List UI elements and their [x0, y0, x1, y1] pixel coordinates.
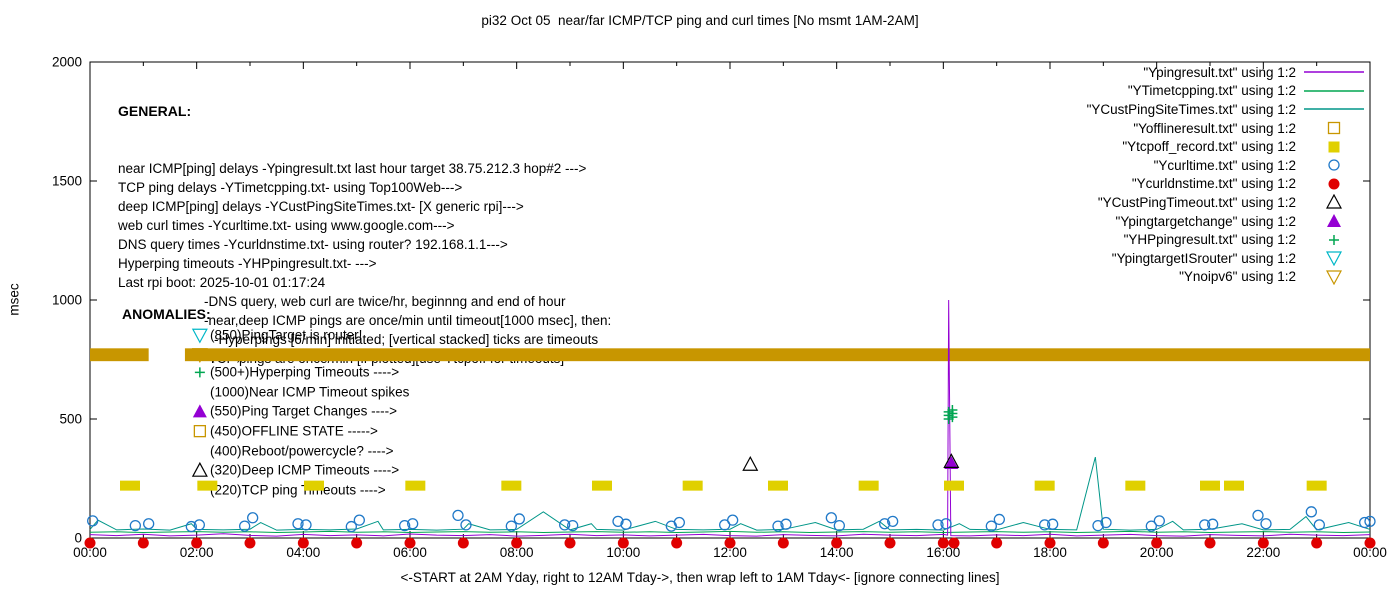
y-tick-label: 2000 [52, 55, 82, 70]
line-icon [1304, 71, 1364, 74]
general-line: -Hyperpings [6/min] initiated; [vertical… [214, 332, 599, 347]
general-line: Last rpi boot: 2025-10-01 01:17:24 [118, 275, 326, 290]
anomaly-label: (450)OFFLINE STATE -----> [210, 423, 378, 439]
x-tick-label: 00:00 [73, 545, 107, 560]
series-YCustPingSiteTimes.txt [89, 456, 1371, 531]
y-tick-label: 1500 [52, 174, 82, 189]
x-tick-label: 02:00 [180, 545, 214, 560]
legend-label: "Yofflineresult.txt" using 1:2 [1133, 120, 1296, 136]
legend-item: "YCustPingTimeout.txt" using 1:2 [1087, 193, 1366, 212]
series-YHPpingresult.txt [943, 404, 958, 424]
series-Ycurldnstime.txt [84, 537, 1376, 549]
general-line: near ICMP[ping] delays -Ypingresult.txt … [118, 161, 587, 176]
general-line: TCP ping delays -YTimetcpping.txt- using… [118, 180, 463, 195]
series-Ypingtargetchange [944, 456, 959, 470]
series-YTimetcpping.txt [89, 530, 1371, 534]
legend-item: "YpingtargetISrouter" using 1:2 [1087, 249, 1366, 268]
anomaly-label: (850)PingTarget is router! [210, 327, 363, 343]
general-lines: near ICMP[ping] delays -Ypingresult.txt … [118, 159, 611, 368]
legend-item: "Yofflineresult.txt" using 1:2 [1087, 119, 1366, 138]
y-tick-label: 500 [59, 412, 82, 427]
y-tick-label: 0 [74, 531, 82, 546]
legend-label: "YpingtargetISrouter" using 1:2 [1111, 250, 1296, 266]
anomaly-label: (550)Ping Target Changes ----> [210, 403, 397, 419]
plus-icon [1329, 234, 1339, 245]
legend-item: "YHPpingresult.txt" using 1:2 [1087, 230, 1366, 249]
legend-item: "Ypingtargetchange" using 1:2 [1087, 212, 1366, 231]
legend-item: "Ytcpoff_record.txt" using 1:2 [1087, 137, 1366, 156]
anomalies-header: ANOMALIES: [122, 306, 211, 322]
square-filled-icon [1328, 141, 1340, 153]
general-line: -near,deep ICMP pings are once/min until… [204, 313, 612, 328]
series-YCustPingTimeout.txt [742, 453, 960, 471]
series-Ypingresult.txt [89, 299, 1371, 537]
legend-label: "Ypingresult.txt" using 1:2 [1143, 64, 1296, 80]
legend-item: "Ycurldnstime.txt" using 1:2 [1087, 175, 1366, 194]
anomaly-icons [191, 328, 208, 477]
x-tick-label: 22:00 [1246, 545, 1280, 560]
general-line: DNS query times -Ycurldnstime.txt- using… [118, 237, 508, 252]
triangle-up-open-icon [1325, 194, 1343, 210]
legend-item: "Ycurltime.txt" using 1:2 [1087, 156, 1366, 175]
legend-item: "YTimetcpping.txt" using 1:2 [1087, 82, 1366, 101]
x-tick-label: 20:00 [1140, 545, 1174, 560]
y-tick-label: 1000 [52, 293, 82, 308]
x-tick-label: 08:00 [500, 545, 534, 560]
x-tick-label: 10:00 [606, 545, 640, 560]
anomaly-label: (1000)Near ICMP Timeout spikes [210, 384, 410, 400]
line-icon [1304, 90, 1364, 92]
general-line: web curl times -Ycurltime.txt- using www… [118, 218, 455, 233]
chart-title: pi32 Oct 05 near/far ICMP/TCP ping and c… [481, 13, 919, 28]
line-icon [1304, 108, 1364, 111]
x-tick-label: 00:00 [1353, 545, 1387, 560]
x-tick-label: 14:00 [820, 545, 854, 560]
anomaly-label: (320)Deep ICMP Timeouts ----> [210, 462, 400, 478]
triangle-down-open-icon [1325, 270, 1343, 285]
anomaly-label: (500+)Hyperping Timeouts ----> [210, 364, 400, 380]
legend-item: "Ynoipv6" using 1:2 [1087, 268, 1366, 287]
axes: 0 500 1000 1500 2000 00:00 02:00 04:00 06:00 08:0… [52, 55, 1387, 561]
legend-label: "Ynoipv6" using 1:2 [1179, 269, 1296, 285]
legend: "Ypingresult.txt" using 1:2 "YTimetcpping… [1087, 63, 1366, 286]
square-open-icon [1327, 121, 1341, 135]
x-axis-note: <-START at 2AM Yday, right to 12AM Tday-… [400, 570, 1000, 585]
legend-item: "YCustPingSiteTimes.txt" using 1:2 [1087, 100, 1366, 119]
circle-filled-icon [1328, 178, 1340, 190]
general-line: Hyperping timeouts -YHPpingresult.txt- -… [118, 256, 377, 271]
series-Ynoipv6 [90, 348, 1370, 362]
triangle-down-open-icon [1325, 251, 1343, 267]
x-tick-label: 06:00 [393, 545, 427, 560]
triangle-up-filled-icon [1327, 214, 1341, 228]
x-tick-label: 16:00 [926, 545, 960, 560]
circle-open-icon [1328, 159, 1340, 171]
legend-label: "YHPpingresult.txt" using 1:2 [1123, 232, 1296, 248]
x-tick-label: 12:00 [713, 545, 747, 560]
legend-label: "YCustPingSiteTimes.txt" using 1:2 [1086, 101, 1296, 117]
legend-label: "Ypingtargetchange" using 1:2 [1115, 213, 1296, 229]
legend-label: "YTimetcpping.txt" using 1:2 [1127, 83, 1296, 99]
legend-label: "Ycurldnstime.txt" using 1:2 [1131, 176, 1296, 192]
legend-label: "YCustPingTimeout.txt" using 1:2 [1097, 194, 1296, 210]
general-header: GENERAL: [118, 103, 192, 119]
series-Ycurltime.txt [87, 506, 1376, 533]
general-block: GENERAL: near ICMP[ping] delays -Ypingre… [118, 64, 611, 406]
legend-label: "Ycurltime.txt" using 1:2 [1153, 157, 1296, 173]
legend-item: "Ypingresult.txt" using 1:2 [1087, 63, 1366, 82]
general-line: deep ICMP[ping] delays -YCustPingSiteTim… [118, 199, 524, 214]
general-line: -DNS query, web curl are twice/hr, begin… [204, 294, 566, 309]
legend-label: "Ytcpoff_record.txt" using 1:2 [1122, 139, 1296, 155]
anomaly-label: (400)Reboot/powercycle? ----> [210, 443, 394, 459]
x-tick-label: 04:00 [286, 545, 320, 560]
series-Ytcpoff_record.txt [120, 480, 1327, 491]
x-tick-label: 18:00 [1033, 545, 1067, 560]
